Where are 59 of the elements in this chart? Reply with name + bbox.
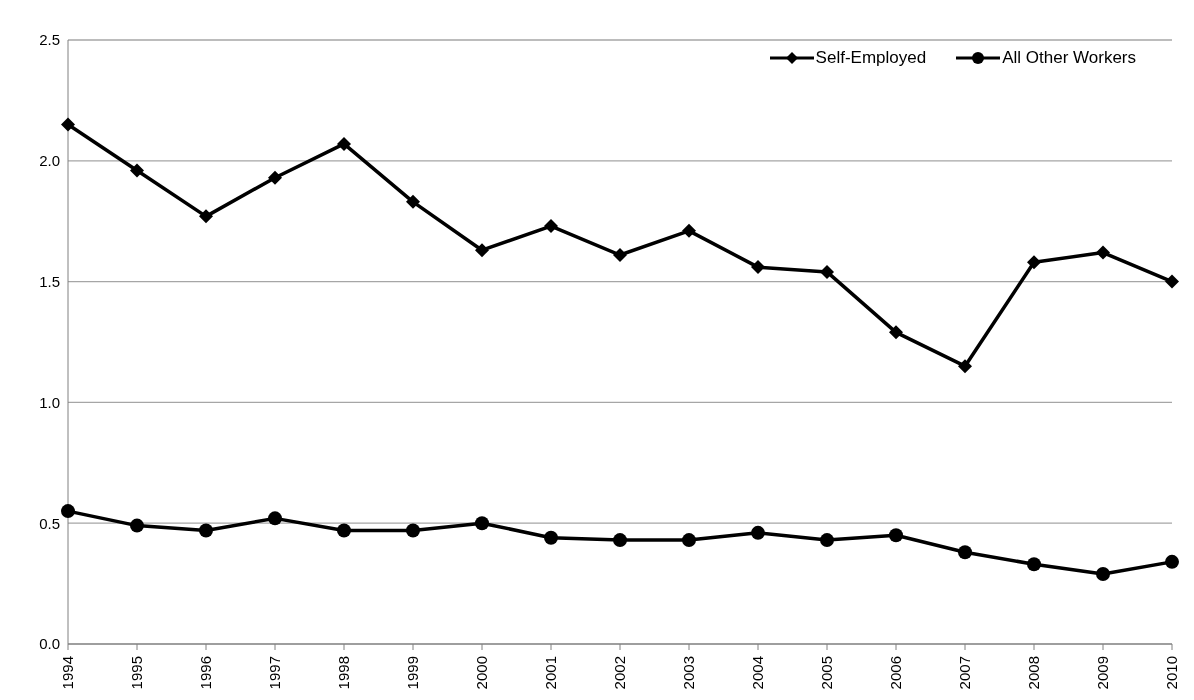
point [682, 533, 696, 548]
x-tick-label: 2009 [1094, 656, 1111, 690]
point [613, 248, 627, 263]
x-tick-label: 2006 [887, 656, 904, 690]
point [61, 117, 75, 132]
x-tick-label: 2010 [1163, 656, 1180, 690]
point [751, 260, 765, 275]
point [544, 219, 558, 234]
point [1027, 557, 1041, 572]
y-tick-label: 2.5 [39, 31, 60, 49]
point [1165, 554, 1179, 569]
y-tick-label: 2.0 [39, 152, 60, 170]
legend-label: Self-Employed [815, 48, 927, 68]
x-tick-label: 2003 [680, 656, 697, 690]
x-tick-label: 2005 [818, 656, 835, 690]
point [544, 530, 558, 545]
x-tick-label: 2004 [749, 656, 766, 690]
x-tick-label: 1999 [404, 656, 421, 690]
point [1096, 566, 1110, 581]
point [406, 194, 420, 209]
x-tick-label: 2001 [542, 656, 559, 690]
point [613, 533, 627, 548]
point [1027, 255, 1041, 270]
point [1096, 245, 1110, 260]
y-tick-label: 0.5 [39, 514, 60, 532]
point [337, 136, 351, 151]
point [682, 223, 696, 238]
point [958, 359, 972, 374]
point [958, 545, 972, 560]
point [820, 264, 834, 279]
y-tick-label: 1.5 [39, 272, 60, 290]
legend-label: All Other Workers [1002, 48, 1136, 68]
y-tick-label: 0.0 [39, 635, 60, 653]
point [889, 528, 903, 543]
point [751, 525, 765, 540]
point [268, 511, 282, 526]
point [199, 523, 213, 538]
point [268, 170, 282, 185]
x-tick-label: 1998 [335, 656, 352, 690]
point [130, 163, 144, 178]
point [337, 523, 351, 538]
x-tick-label: 1997 [266, 656, 283, 690]
point [820, 533, 834, 548]
point [889, 325, 903, 340]
x-tick-label: 2000 [473, 656, 490, 690]
x-tick-label: 1995 [128, 656, 145, 690]
x-tick-label: 2008 [1025, 656, 1042, 690]
point [406, 523, 420, 538]
x-tick-label: 2007 [956, 656, 973, 690]
y-tick-label: 1.0 [39, 393, 60, 411]
x-tick-label: 1996 [197, 656, 214, 690]
x-tick-label: 1994 [59, 656, 76, 690]
point [61, 504, 75, 519]
point [475, 516, 489, 531]
point [130, 518, 144, 533]
x-tick-label: 2002 [611, 656, 628, 690]
point [199, 209, 213, 224]
point [475, 243, 489, 258]
point [1165, 274, 1179, 289]
